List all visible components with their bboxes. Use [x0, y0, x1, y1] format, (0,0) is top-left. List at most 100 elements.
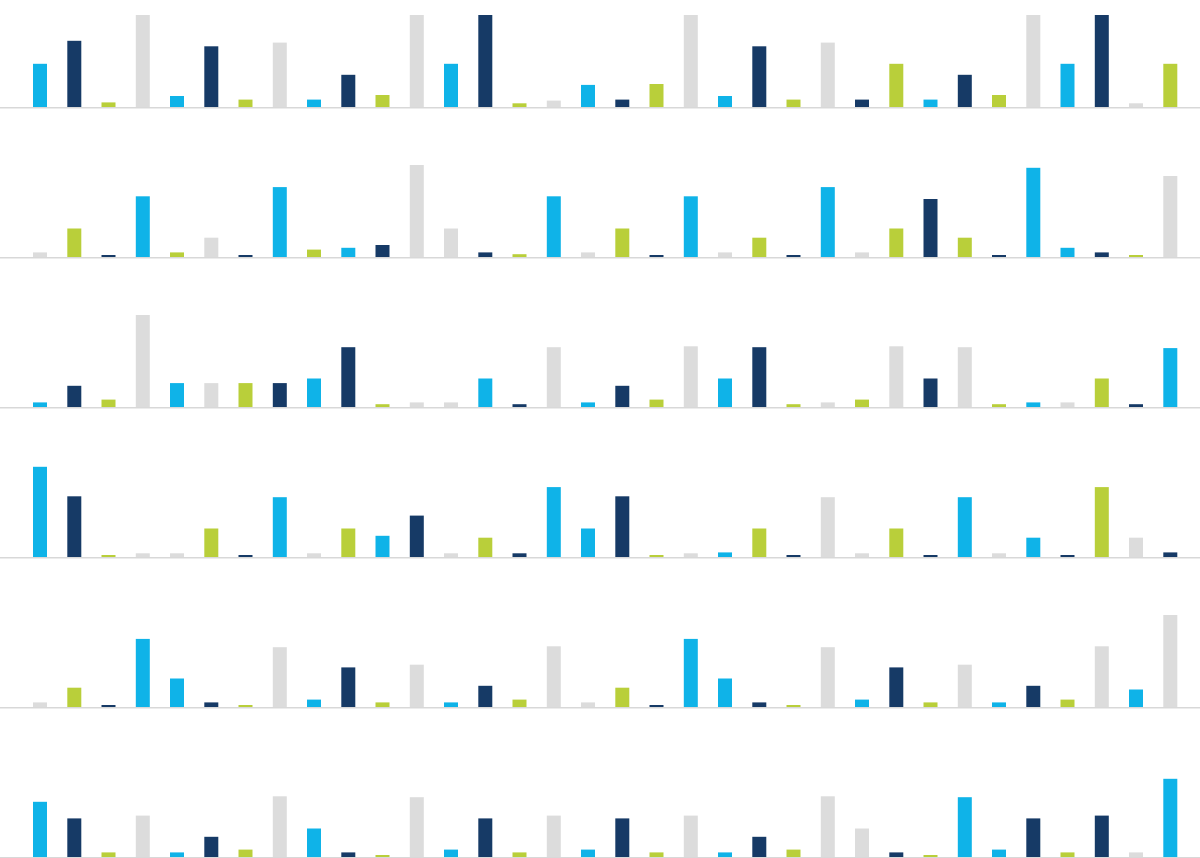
panel-6	[0, 778, 1200, 858]
bar-p3-21	[718, 378, 732, 407]
bar-p2-29	[992, 255, 1006, 257]
bar-p4-34	[1163, 552, 1178, 557]
bar-p3-18	[615, 385, 630, 407]
bar-p2-30	[1026, 167, 1041, 257]
bar-p5-9	[307, 699, 321, 707]
bar-p5-10	[341, 667, 356, 707]
bar-p1-34	[1163, 63, 1178, 107]
panel-2	[0, 165, 1200, 259]
bar-p5-15	[512, 699, 527, 707]
bar-p3-4	[135, 315, 150, 407]
bar-p4-9	[307, 553, 321, 557]
bar-p3-31	[1060, 402, 1075, 407]
bar-p6-25	[855, 828, 869, 857]
bar-p5-32	[1094, 646, 1109, 707]
bar-p2-17	[581, 252, 595, 257]
panel-2-baseline	[0, 257, 1200, 259]
bar-p1-8	[272, 42, 287, 107]
bar-p3-22	[752, 347, 767, 407]
bar-p2-12	[409, 165, 424, 257]
bar-p1-31	[1060, 63, 1075, 107]
bar-p3-34	[1163, 348, 1178, 407]
bar-p6-24	[820, 796, 835, 857]
bar-p3-9	[307, 378, 321, 407]
bar-p2-10	[341, 247, 356, 257]
bar-p4-13	[444, 553, 458, 557]
bar-p3-33	[1129, 404, 1143, 407]
bar-p4-10	[341, 528, 356, 557]
bar-p6-28	[957, 797, 972, 857]
bar-p5-13	[444, 702, 458, 707]
bar-p2-3	[101, 255, 116, 257]
bar-p2-34	[1163, 176, 1178, 257]
bar-p4-29	[992, 553, 1006, 557]
bar-p5-14	[478, 685, 493, 707]
bar-p4-17	[581, 528, 595, 557]
bar-p5-31	[1060, 699, 1075, 707]
bar-p5-21	[718, 678, 732, 707]
bar-p3-1	[33, 402, 47, 407]
bar-p5-28	[957, 664, 972, 707]
bar-p2-26	[889, 228, 904, 257]
panel-1	[0, 15, 1200, 109]
bar-p1-7	[238, 99, 253, 107]
bar-p2-19	[649, 255, 664, 257]
bar-p3-32	[1094, 378, 1109, 407]
bar-p3-5	[170, 383, 184, 407]
bar-p6-6	[204, 836, 219, 857]
bar-p6-4	[135, 815, 150, 857]
bar-p1-20	[683, 15, 698, 107]
bar-p3-24	[820, 402, 835, 407]
bar-p4-11	[375, 535, 390, 557]
bar-p5-34	[1163, 615, 1178, 707]
bar-p3-13	[444, 402, 458, 407]
bar-p3-17	[581, 402, 595, 407]
bar-p4-22	[752, 528, 767, 557]
bar-p2-7	[238, 255, 253, 257]
bar-p6-33	[1129, 852, 1143, 857]
bar-p2-1	[33, 252, 47, 257]
bar-p1-6	[204, 46, 219, 107]
bar-p1-24	[820, 42, 835, 107]
bar-p4-33	[1129, 537, 1143, 557]
bar-p2-18	[615, 228, 630, 257]
bar-p4-15	[512, 553, 527, 557]
bar-p2-16	[546, 196, 561, 257]
bar-p2-27	[923, 199, 938, 257]
bar-p4-32	[1094, 487, 1109, 557]
panel-5	[0, 615, 1200, 709]
bar-p2-25	[855, 252, 869, 257]
bar-p6-15	[512, 852, 527, 857]
bar-p6-32	[1094, 815, 1109, 857]
bar-p3-29	[992, 404, 1006, 407]
panel-4	[0, 466, 1200, 559]
bar-p4-4	[135, 553, 150, 557]
bar-p3-7	[238, 383, 253, 407]
bar-p1-1	[33, 63, 47, 107]
bar-p2-14	[478, 252, 493, 257]
bar-p1-2	[67, 40, 82, 107]
bar-p1-3	[101, 102, 116, 107]
bar-p4-23	[786, 555, 801, 557]
bar-p1-12	[409, 15, 424, 107]
bar-p2-9	[307, 249, 321, 257]
bar-p4-24	[820, 497, 835, 557]
panel-3-baseline	[0, 407, 1200, 409]
bar-p1-19	[649, 84, 664, 107]
bar-p3-3	[101, 399, 116, 407]
bar-p6-10	[341, 852, 356, 857]
bar-p2-6	[204, 237, 219, 257]
bar-p3-20	[683, 346, 698, 407]
bar-p5-7	[238, 705, 253, 707]
bar-p2-32	[1094, 252, 1109, 257]
bar-p1-30	[1026, 15, 1041, 107]
bar-p5-23	[786, 705, 801, 707]
bar-p6-2	[67, 818, 82, 857]
bar-p2-23	[786, 255, 801, 257]
panel-1-baseline	[0, 107, 1200, 109]
bar-p5-3	[101, 705, 116, 707]
bar-p6-5	[170, 852, 184, 857]
bar-p1-9	[307, 99, 321, 107]
bar-p5-11	[375, 702, 390, 707]
